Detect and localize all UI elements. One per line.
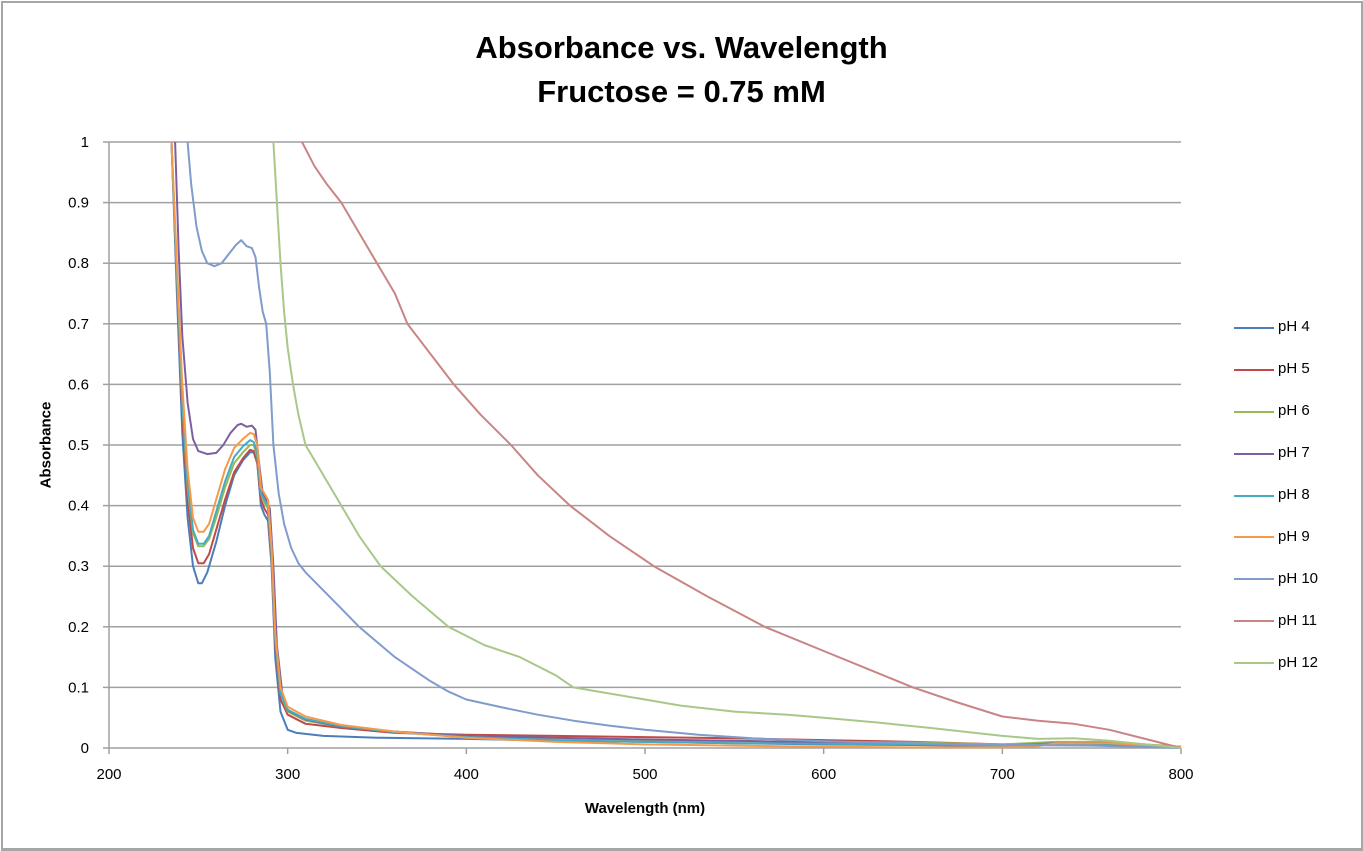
x-tick-label: 300 [275,766,300,783]
y-tick-label: 0.3 [68,558,89,575]
legend-swatch [1234,620,1274,623]
chart-subtitle: Fructose = 0.75 mM [537,74,826,109]
y-tick-label: 0.6 [68,376,89,393]
y-tick-label: 0.9 [68,195,89,212]
legend: pH 4 pH 5 pH 6 pH 7 pH 8 pH 9 pH 10 pH 11 pH 12 [1234,306,1318,683]
legend-swatch [1234,578,1274,581]
legend-label: pH 5 [1278,360,1310,378]
legend-label: pH 4 [1278,318,1310,336]
y-tick-label: 0.1 [68,679,89,696]
y-tick-label: 0.7 [68,316,89,333]
y-tick-label: 0.4 [68,498,89,515]
series-line-ph-12 [272,141,1182,749]
legend-label: pH 9 [1278,527,1310,545]
legend-label: pH 11 [1278,611,1317,629]
legend-label: pH 10 [1278,569,1319,587]
legend-item: pH 9 [1234,515,1318,557]
x-axis-label: Wavelength (nm) [584,800,706,817]
series-line-ph-10 [186,141,1182,749]
legend-item: pH 10 [1234,557,1318,599]
y-tick-label: 0.8 [68,255,89,272]
legend-item: pH 6 [1234,390,1318,432]
legend-swatch [1234,494,1274,497]
x-tick-label: 500 [632,766,657,783]
legend-swatch [1234,662,1274,665]
legend-item: pH 4 [1234,306,1318,348]
legend-item: pH 8 [1234,474,1318,516]
legend-label: pH 6 [1278,402,1310,420]
legend-swatch [1234,536,1274,539]
legend-label: pH 12 [1278,653,1319,671]
y-axis-label: Absorbance [37,401,55,489]
x-tick-label: 800 [1168,766,1193,783]
series-line-ph-11 [301,141,1182,749]
y-tick-label: 0.2 [68,619,89,636]
series-line-ph-9 [170,141,1182,749]
y-tick-label: 0.5 [68,437,89,454]
legend-swatch [1234,326,1274,329]
legend-item: pH 5 [1234,348,1318,390]
legend-label: pH 8 [1278,486,1310,503]
legend-label: pH 7 [1278,444,1310,462]
legend-item: pH 7 [1234,432,1318,474]
x-tick-label: 200 [96,766,121,783]
x-tick-label: 400 [454,766,479,783]
legend-item: pH 12 [1234,641,1318,683]
x-tick-label: 600 [811,766,836,783]
legend-swatch [1234,410,1274,413]
legend-item: pH 11 [1234,599,1318,641]
legend-swatch [1234,368,1274,371]
y-tick-label: 1 [81,134,89,151]
y-tick-label: 0 [81,740,89,757]
chart-title: Absorbance vs. Wavelength [475,30,888,65]
x-tick-label: 700 [990,766,1015,783]
legend-swatch [1234,452,1274,455]
